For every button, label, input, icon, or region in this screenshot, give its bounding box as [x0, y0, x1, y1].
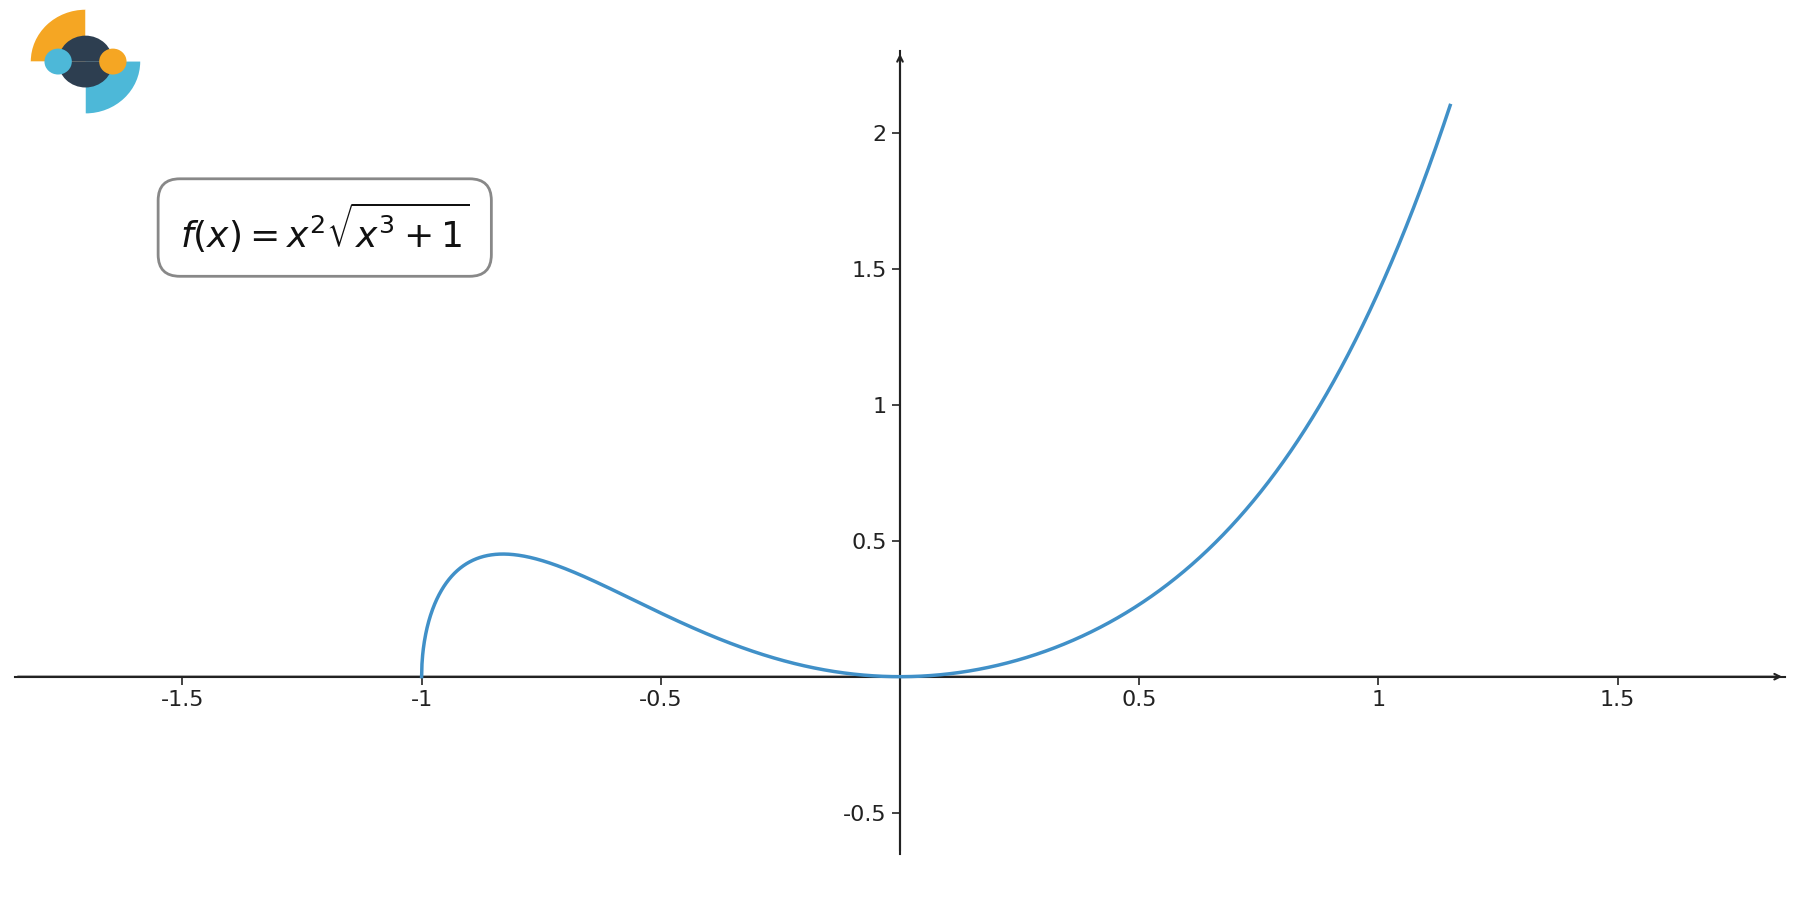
Wedge shape — [85, 61, 140, 113]
Wedge shape — [99, 49, 126, 75]
Text: $f(x) = x^2\sqrt{x^3+1}$: $f(x) = x^2\sqrt{x^3+1}$ — [180, 201, 470, 255]
Text: STORY OF MATHEMATICS: STORY OF MATHEMATICS — [56, 143, 115, 148]
Wedge shape — [31, 10, 86, 61]
Wedge shape — [45, 49, 72, 75]
Wedge shape — [31, 61, 86, 113]
Wedge shape — [58, 61, 113, 87]
Text: SOM: SOM — [63, 112, 108, 130]
Wedge shape — [58, 36, 113, 61]
Wedge shape — [86, 10, 140, 61]
